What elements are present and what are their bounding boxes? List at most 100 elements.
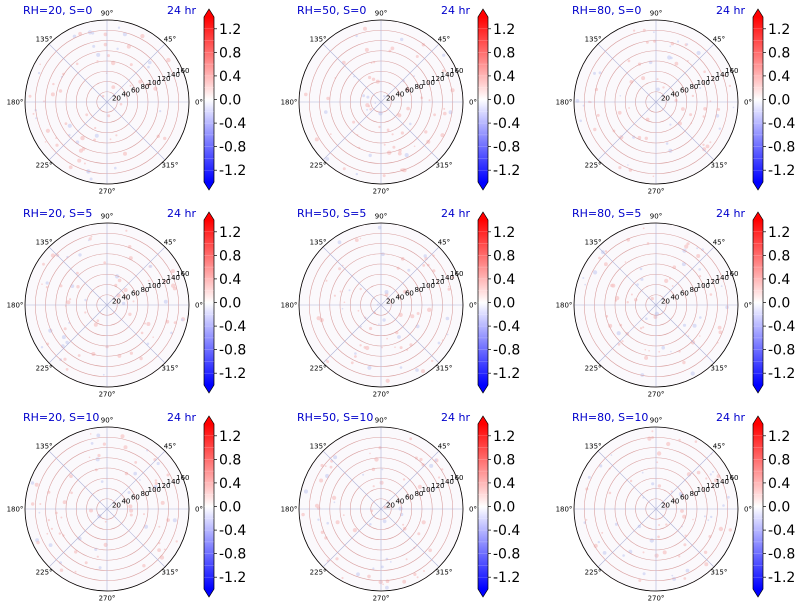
angle-tick-label: 180° — [7, 302, 24, 310]
field-speckle — [686, 242, 690, 246]
spoke-grid — [380, 450, 440, 510]
radial-tick-label: 160 — [450, 67, 463, 75]
radial-tick-label: 120 — [706, 75, 719, 83]
field-speckle — [111, 60, 116, 66]
field-speckle — [682, 323, 687, 327]
angle-tick-label: 225° — [585, 161, 602, 169]
field-speckle — [362, 473, 365, 476]
colorbar-tick-label: 1.2 — [768, 429, 790, 445]
field-speckle — [598, 256, 601, 260]
field-speckle — [159, 555, 165, 560]
field-speckle — [107, 54, 110, 58]
field-speckle — [642, 326, 645, 329]
field-speckle — [70, 491, 73, 495]
colorbar-extend-max — [204, 9, 214, 17]
field-speckle — [725, 305, 729, 310]
field-speckle — [148, 60, 152, 65]
angle-tick-label: 45° — [164, 443, 176, 451]
field-speckle — [101, 94, 105, 98]
field-speckle — [702, 143, 705, 146]
field-speckle — [392, 145, 396, 149]
field-speckle — [123, 151, 127, 156]
field-speckle — [96, 555, 99, 558]
field-speckle — [385, 579, 390, 583]
field-speckle — [684, 244, 689, 249]
field-speckle — [146, 82, 151, 87]
radial-tick-label: 100 — [422, 486, 435, 494]
field-speckle — [390, 46, 395, 51]
angle-tick-label: 315° — [435, 568, 452, 576]
field-speckle — [654, 553, 659, 558]
field-speckle — [404, 153, 409, 158]
colorbar-tick-label: -0.4 — [219, 319, 246, 335]
field-speckle — [360, 325, 362, 328]
field-speckle — [320, 463, 324, 468]
radial-tick-label: 60 — [131, 494, 140, 502]
angle-tick-label: 135° — [310, 36, 327, 44]
colorbar-tick-label: -0.8 — [219, 343, 246, 359]
field-speckle — [421, 520, 426, 525]
field-speckle — [107, 114, 111, 118]
field-speckle — [705, 144, 710, 149]
colorbar: 1.2 0.8 0.4 0.0 -0.4 -0.8 -1.2 — [477, 211, 520, 394]
angle-tick-label: 315° — [161, 568, 178, 576]
spoke-grid — [380, 508, 440, 568]
field-speckle — [121, 301, 126, 306]
field-speckle — [93, 322, 98, 327]
field-speckle — [159, 110, 162, 113]
field-speckle — [338, 267, 342, 271]
field-speckle — [139, 356, 143, 361]
field-speckle — [326, 521, 330, 525]
field-speckle — [398, 506, 403, 511]
field-speckle — [627, 164, 629, 166]
field-speckle — [89, 177, 93, 181]
field-speckle — [69, 298, 72, 301]
field-speckle — [641, 76, 646, 81]
field-speckle — [413, 75, 415, 77]
field-speckle — [608, 491, 612, 495]
colorbar-tick-label: 1.2 — [493, 429, 515, 445]
spoke-grid — [48, 304, 108, 364]
angle-tick-label: 270° — [648, 595, 665, 603]
field-speckle — [442, 69, 445, 73]
field-speckle — [41, 283, 43, 286]
field-speckle — [78, 253, 82, 257]
spoke-grid — [48, 43, 108, 103]
field-speckle — [627, 59, 631, 63]
polar-frame — [573, 19, 739, 185]
field-speckle — [686, 472, 692, 477]
colorbar-tick-label: -0.4 — [768, 523, 795, 539]
colorbar-tick-label: -1.2 — [493, 163, 520, 179]
field-speckle — [718, 127, 721, 130]
field-speckle — [409, 437, 413, 441]
field-speckle — [341, 307, 344, 310]
field-speckle — [50, 92, 55, 97]
field-speckle — [104, 520, 107, 523]
field-speckle — [662, 550, 667, 555]
radial-tick-label: 120 — [706, 482, 719, 490]
angle-tick-label: 315° — [161, 364, 178, 372]
field-speckle — [134, 461, 138, 464]
colorbar-tick-label: 0.0 — [768, 296, 790, 312]
field-speckle — [59, 284, 63, 288]
field-speckle — [325, 157, 330, 161]
field-speckle — [128, 504, 133, 509]
field-speckle — [356, 572, 360, 577]
field-speckle — [642, 551, 645, 554]
field-speckle — [682, 360, 686, 365]
field-speckle — [382, 318, 386, 322]
radial-tick-label: 120 — [157, 278, 170, 286]
spoke-grid — [597, 304, 657, 364]
field-speckle — [382, 583, 384, 586]
field-speckle — [703, 515, 706, 518]
field-speckle — [585, 519, 588, 521]
field-speckle — [637, 524, 642, 529]
radial-tick-label: 160 — [450, 474, 463, 482]
field-speckle — [355, 34, 358, 38]
field-speckle — [371, 77, 376, 82]
field-speckle — [383, 95, 386, 98]
colorbar-tick-label: 0.4 — [768, 272, 790, 288]
angle-tick-label: 270° — [99, 595, 116, 603]
angle-tick-label: 225° — [36, 161, 53, 169]
